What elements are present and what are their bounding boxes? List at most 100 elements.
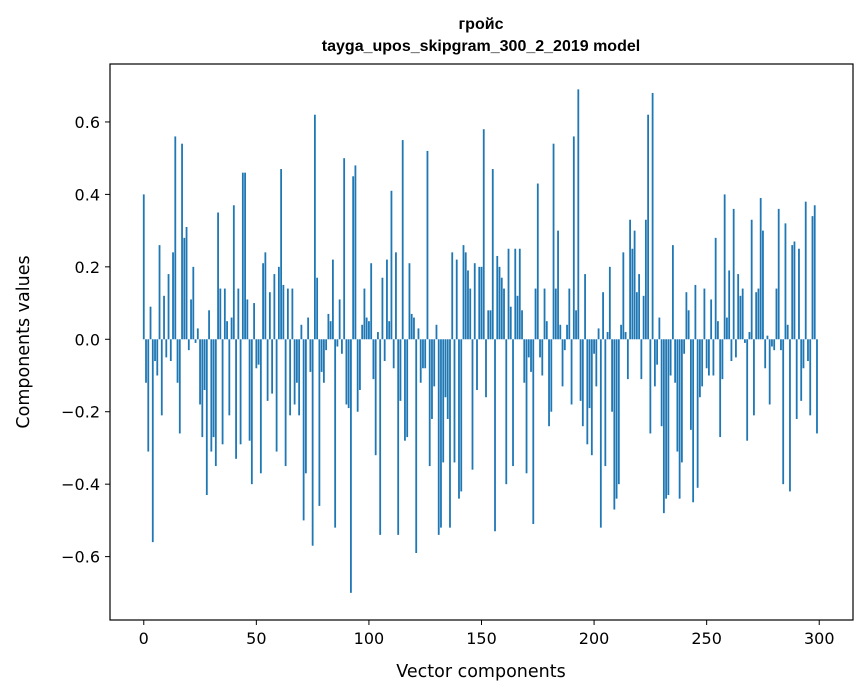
bar	[586, 339, 589, 445]
bar	[793, 241, 796, 340]
bar	[183, 237, 186, 340]
bar	[667, 339, 670, 496]
bar	[516, 295, 519, 340]
bar	[647, 114, 650, 340]
bar	[696, 339, 699, 488]
bar	[223, 288, 226, 340]
bar	[694, 284, 697, 340]
bar	[341, 339, 343, 354]
bar	[487, 310, 490, 340]
bar	[302, 339, 305, 521]
bar	[773, 339, 776, 351]
bar	[169, 339, 172, 362]
bar	[577, 89, 580, 340]
bar	[602, 292, 604, 340]
bar	[379, 339, 382, 535]
bar	[723, 194, 726, 340]
bar	[217, 212, 219, 340]
bar	[750, 219, 753, 340]
bar	[201, 339, 204, 438]
bar	[199, 339, 201, 405]
bar	[275, 339, 278, 452]
bar	[759, 198, 762, 340]
bar	[408, 263, 411, 340]
bar	[512, 339, 514, 467]
bar	[257, 339, 260, 365]
bar	[172, 252, 174, 340]
bar	[187, 339, 190, 351]
bar	[368, 321, 370, 340]
bar	[683, 339, 686, 354]
bar	[246, 299, 249, 340]
bar	[226, 321, 228, 340]
bar	[807, 339, 809, 362]
bar	[665, 339, 668, 499]
plot-frame	[109, 63, 854, 621]
x-tick-label: 100	[354, 629, 385, 648]
bar	[478, 266, 481, 340]
bar	[185, 227, 188, 340]
bar	[753, 339, 755, 416]
bar	[250, 339, 253, 485]
bar	[338, 299, 341, 340]
bar	[795, 339, 798, 419]
bar	[568, 288, 571, 340]
bar	[318, 339, 321, 506]
bar	[708, 339, 710, 376]
bar	[359, 339, 361, 390]
chart-title: гройс	[459, 16, 504, 33]
bar	[678, 339, 681, 499]
bar	[816, 339, 818, 434]
bar	[575, 310, 577, 340]
bar	[640, 339, 643, 380]
bar	[253, 303, 255, 340]
bar	[455, 259, 458, 340]
bar	[566, 324, 568, 340]
bar	[415, 339, 418, 553]
bar	[298, 339, 301, 416]
bar	[642, 295, 645, 340]
bar	[406, 339, 409, 438]
bar	[505, 339, 508, 485]
bar	[237, 288, 240, 340]
bar	[332, 259, 334, 340]
bar	[552, 143, 555, 340]
bar	[147, 339, 150, 452]
bar	[289, 339, 292, 416]
bar	[635, 292, 638, 340]
bar	[719, 339, 722, 438]
y-tick-label: −0.4	[61, 475, 100, 494]
bar	[271, 339, 274, 394]
bar	[658, 317, 661, 340]
bar	[561, 339, 564, 387]
bar	[593, 339, 595, 354]
bar	[649, 339, 652, 434]
bar	[419, 339, 422, 383]
bar	[235, 339, 237, 459]
bar	[728, 270, 731, 340]
bar	[786, 324, 789, 340]
bar	[730, 339, 733, 362]
bar	[203, 339, 206, 390]
bar	[500, 277, 503, 340]
bar	[536, 183, 539, 340]
bar	[638, 274, 641, 340]
bar	[732, 208, 735, 340]
bar	[435, 324, 438, 340]
bar	[205, 339, 208, 496]
bar	[532, 339, 535, 525]
bar	[228, 339, 231, 416]
bar	[347, 339, 350, 409]
bar	[780, 339, 782, 351]
bar	[397, 339, 400, 535]
bar	[426, 150, 429, 340]
bar	[699, 339, 701, 398]
bar	[509, 306, 512, 340]
bar	[444, 339, 447, 398]
bar	[388, 321, 391, 340]
bar	[192, 266, 195, 340]
bar	[572, 136, 575, 340]
bar	[755, 292, 758, 340]
bar	[800, 339, 803, 401]
